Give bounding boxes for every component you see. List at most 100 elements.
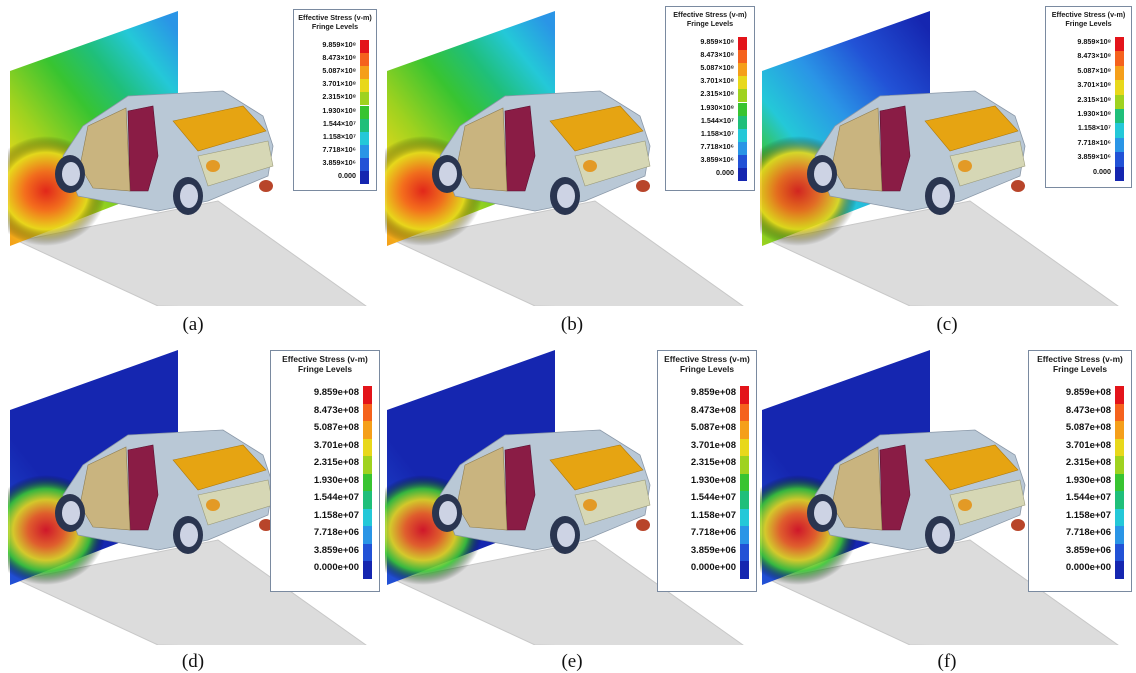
- caption-d: (d): [181, 651, 205, 672]
- fringe-level-label: 3.701×10⁸: [700, 76, 734, 86]
- car-model: [432, 429, 651, 554]
- fringe-level-label: 1.158×10⁷: [322, 131, 356, 141]
- tail-light: [583, 499, 597, 511]
- simulation-scene: [8, 350, 367, 645]
- fringe-color-swatch: [738, 50, 747, 64]
- fringe-level-label: 8.473e+08: [690, 404, 736, 416]
- legend-subtitle: Fringe Levels: [1065, 19, 1112, 28]
- door-open-rear: [127, 444, 159, 531]
- fringe-level-label: 5.087×10⁸: [322, 66, 356, 76]
- rear-right-wheel: [259, 519, 273, 531]
- fringe-color-swatch: [738, 128, 747, 142]
- fringe-level-label: 9.859×10⁸: [1077, 37, 1111, 46]
- fringe-level-label: 9.859e+08: [690, 387, 736, 398]
- fringe-level-label: 3.701e+08: [1065, 439, 1111, 451]
- roof-panel: [172, 105, 267, 152]
- fringe-level-label: 2.315e+08: [313, 457, 359, 468]
- rear-wheel-rim: [557, 523, 575, 547]
- front-wheel-rim: [62, 501, 80, 525]
- fringe-level-label: 8.473×10⁸: [700, 50, 734, 60]
- door-open-rear: [879, 105, 911, 192]
- roof-panel: [924, 444, 1019, 491]
- fringe-color-swatch: [740, 561, 749, 579]
- rear-bumper: [574, 479, 651, 526]
- fringe-color-swatch: [360, 92, 369, 106]
- fringe-level-label: 1.930e+08: [690, 474, 736, 486]
- fringe-level-label: 9.859e+08: [313, 387, 359, 398]
- rear-bumper: [949, 479, 1026, 526]
- legend-subtitle: Fringe Levels: [680, 364, 734, 374]
- floor-plane: [16, 539, 367, 645]
- door-open-front: [456, 107, 508, 192]
- fringe-level-label: 5.087×10⁸: [1077, 65, 1111, 75]
- fringe-legend: Effective Stress (v-m) Fringe Levels 9.859…: [270, 350, 380, 592]
- fringe-level-label: 8.473×10⁸: [322, 53, 356, 63]
- panel-c: Effective Stress (v-m) Fringe Levels 9.859…: [760, 6, 1132, 306]
- rear-right-wheel: [636, 519, 650, 531]
- fringe-level-label: 8.473e+08: [313, 404, 359, 416]
- tail-light: [958, 160, 972, 172]
- fringe-level-label: 3.859×10⁶: [700, 154, 735, 164]
- fringe-level-label: 9.859×10⁸: [322, 40, 356, 49]
- fringe-color-swatch: [360, 79, 369, 93]
- fringe-level-label: 3.701×10⁸: [1077, 80, 1111, 90]
- fringe-color-swatch: [360, 171, 369, 185]
- car-model: [807, 90, 1026, 215]
- floor-plane: [768, 200, 1119, 306]
- fringe-level-label: 1.158e+07: [1065, 509, 1111, 521]
- fringe-color-swatch: [360, 105, 369, 119]
- panel-b: Effective Stress (v-m) Fringe Levels 9.859…: [385, 6, 755, 306]
- fringe-color-swatch: [1115, 403, 1124, 421]
- fringe-level-label: 9.859×10⁸: [700, 37, 734, 46]
- front-wheel-rim: [62, 162, 80, 186]
- fringe-color-swatch: [738, 89, 747, 103]
- door-open-rear: [504, 105, 536, 192]
- fringe-color-swatch: [740, 403, 749, 421]
- fringe-level-label: 2.315e+08: [690, 457, 736, 468]
- fringe-level-label: 5.087e+08: [690, 422, 736, 433]
- fringe-color-swatch: [740, 438, 749, 456]
- fringe-level-label: 1.930e+08: [313, 474, 359, 486]
- fringe-color-swatch: [1115, 386, 1124, 404]
- fringe-legend: Effective Stress (v-m) Fringe Levels 9.859…: [293, 9, 377, 191]
- fringe-color-swatch: [360, 131, 369, 145]
- fringe-level-label: 0.000: [338, 171, 356, 180]
- fringe-level-label: 3.859e+06: [313, 544, 359, 556]
- tail-light: [583, 160, 597, 172]
- fringe-legend: Effective Stress (v-m) Fringe Levels 9.859…: [1045, 6, 1132, 188]
- legend-title: Effective Stress (v-m): [1051, 10, 1126, 19]
- fringe-level-label: 1.158×10⁷: [1077, 123, 1111, 133]
- simulation-scene: [760, 350, 1119, 645]
- fringe-legend: Effective Stress (v-m) Fringe Levels 9.859…: [665, 6, 755, 191]
- fringe-level-label: 7.718×10⁶: [322, 144, 357, 154]
- fringe-level-label: 3.859e+06: [690, 544, 736, 556]
- fringe-color-swatch: [363, 421, 372, 439]
- rear-bumper: [949, 140, 1026, 187]
- fringe-color-swatch: [738, 102, 747, 116]
- fringe-color-swatch: [1115, 137, 1124, 153]
- fringe-level-label: 3.701e+08: [690, 439, 736, 451]
- fringe-level-label: 0.000e+00: [1065, 562, 1111, 573]
- fringe-level-label: 1.544×10⁷: [322, 118, 356, 128]
- car-model: [55, 429, 274, 554]
- fringe-color-swatch: [1115, 543, 1124, 561]
- fringe-color-swatch: [1115, 80, 1124, 95]
- roof-panel: [549, 444, 644, 491]
- roof-panel: [172, 444, 267, 491]
- fringe-color-swatch: [1115, 473, 1124, 491]
- fringe-level-label: 3.859×10⁶: [322, 157, 357, 167]
- fringe-level-label: 7.718e+06: [690, 527, 736, 538]
- fringe-color-swatch: [1115, 421, 1124, 439]
- fringe-level-label: 2.315×10⁸: [1077, 94, 1111, 104]
- fringe-level-label: 1.930e+08: [1065, 474, 1111, 486]
- rear-right-wheel: [1011, 519, 1025, 531]
- fringe-level-label: 2.315×10⁸: [322, 92, 356, 102]
- fringe-color-swatch: [738, 154, 747, 168]
- car-model: [55, 90, 274, 215]
- tail-light: [958, 499, 972, 511]
- caption-b: (b): [560, 314, 584, 335]
- panel-e: Effective Stress (v-m) Fringe Levels 9.859…: [385, 345, 757, 645]
- car-model: [432, 90, 651, 215]
- front-wheel-rim: [814, 501, 832, 525]
- caption-e: (e): [561, 651, 583, 672]
